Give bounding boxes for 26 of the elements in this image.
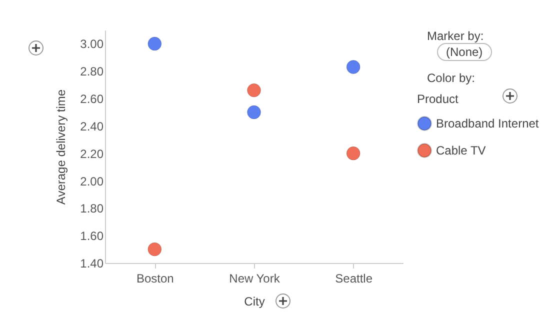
- legend-title: Product: [417, 92, 460, 106]
- y-tick-label: 2.20: [80, 146, 104, 161]
- point: [247, 83, 261, 98]
- legend-label: Broadband Internet: [436, 116, 540, 130]
- point: [148, 242, 162, 256]
- point: [346, 146, 360, 160]
- y-axis-title: Average delivery time: [54, 89, 68, 205]
- legend-label: Cable TV: [436, 144, 486, 158]
- y-tick-label: 1.40: [80, 256, 104, 270]
- y-tick-label: 2.80: [80, 64, 104, 79]
- point: [247, 105, 261, 120]
- point: [346, 60, 360, 74]
- text: Color by:: [427, 71, 476, 85]
- text: (None): [437, 43, 492, 61]
- y-tick-label: 2.40: [80, 119, 104, 134]
- text: Marker by:: [427, 29, 484, 43]
- y-tick-label: 1.60: [80, 229, 104, 244]
- y-tick-label: 3.00: [80, 37, 104, 52]
- x-axis-title: City: [244, 294, 265, 308]
- point: [148, 36, 162, 51]
- y-tick-label: 1.80: [80, 202, 104, 216]
- y-tick-label: 2.60: [80, 92, 104, 106]
- x-tick-label: Seattle: [335, 272, 373, 286]
- x-tick-label: New York: [229, 272, 281, 286]
- x-tick-label: Boston: [136, 272, 174, 286]
- y-tick-label: 2.00: [80, 174, 104, 188]
